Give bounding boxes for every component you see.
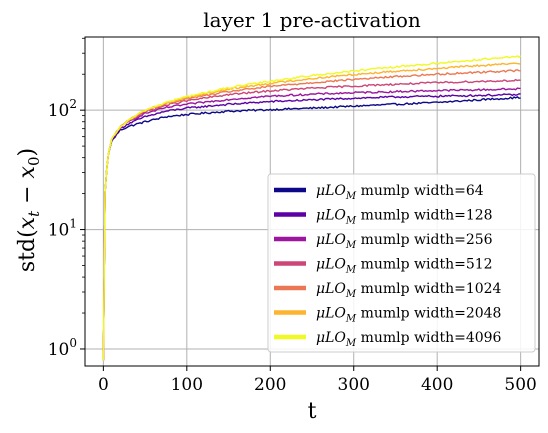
x-tick-label: 100	[171, 375, 203, 395]
series-group	[102, 55, 522, 361]
series-line	[102, 96, 521, 361]
y-tick-label: 102	[48, 97, 77, 121]
legend: μLOM mumlp width=64 μLOM mumlp width=128 μ…	[267, 173, 536, 353]
plot-frame	[84, 36, 540, 367]
chart-title: layer 1 pre-activation	[203, 8, 421, 32]
legend-label: μLOM mumlp width=4096	[316, 330, 502, 349]
legend-item: μLOM mumlp width=4096	[274, 330, 502, 349]
x-axis-ticks: 0 100 200 300 400 500	[98, 366, 537, 395]
y-tick-label: 101	[48, 217, 77, 241]
y-axis-label: std(xt − x0)	[15, 148, 43, 272]
x-tick-label: 0	[98, 375, 109, 395]
y-axis-ticks: 100 101 102	[48, 97, 85, 360]
series-line	[102, 55, 522, 361]
legend-label: μLOM mumlp width=2048	[316, 306, 501, 325]
legend-item: μLOM mumlp width=64	[274, 183, 484, 202]
x-tick-label: 400	[421, 375, 453, 395]
x-tick-label: 300	[338, 375, 370, 395]
legend-label: μLOM mumlp width=1024	[316, 281, 502, 300]
legend-label: μLOM mumlp width=64	[316, 183, 484, 202]
legend-item: μLOM mumlp width=256	[274, 232, 493, 251]
series-line	[102, 78, 521, 361]
y-tick-label: 100	[48, 336, 77, 360]
series-line	[102, 87, 521, 361]
x-tick-label: 200	[254, 375, 286, 395]
svg-text:std(xt − x0): std(xt − x0)	[15, 148, 43, 272]
legend-item: μLOM mumlp width=1024	[274, 281, 502, 300]
legend-label: μLOM mumlp width=128	[316, 208, 493, 227]
legend-item: μLOM mumlp width=512	[274, 257, 493, 276]
legend-box	[267, 173, 536, 353]
series-line	[102, 93, 521, 361]
legend-item: μLOM mumlp width=2048	[274, 306, 501, 325]
legend-label: μLOM mumlp width=256	[316, 232, 493, 251]
legend-label: μLOM mumlp width=512	[316, 257, 493, 276]
legend-item: μLOM mumlp width=128	[274, 208, 493, 227]
x-axis-label: t	[308, 399, 317, 424]
x-tick-label: 500	[504, 375, 536, 395]
